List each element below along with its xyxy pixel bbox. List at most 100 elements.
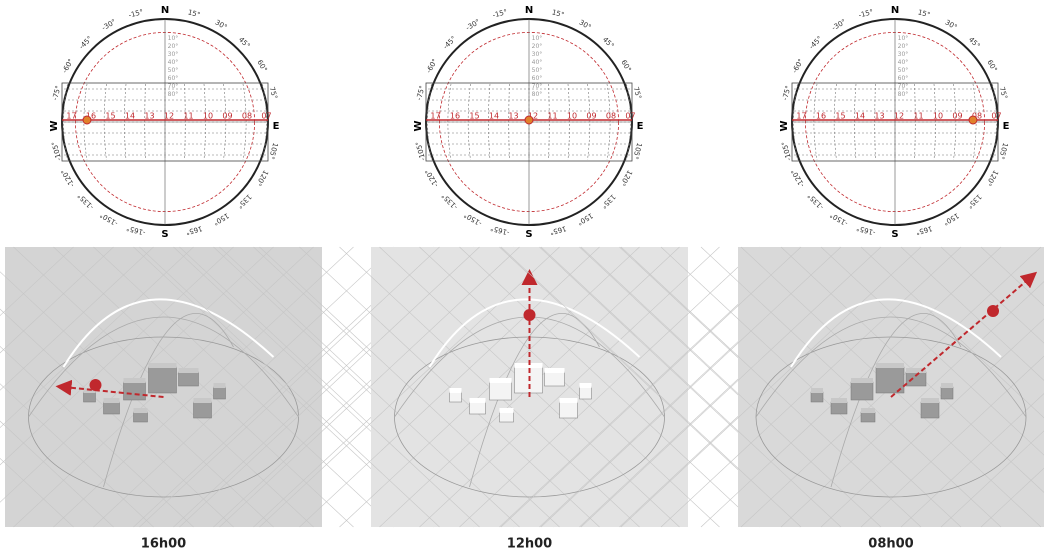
hour-label: 14 xyxy=(855,112,865,121)
altitude-label: 10° xyxy=(168,35,179,42)
building xyxy=(906,372,926,386)
building xyxy=(179,372,199,386)
hour-label: 14 xyxy=(125,112,135,121)
figure: 171615141312111009080710°20°30°40°50°60°… xyxy=(0,0,1044,554)
hour-label: 10 xyxy=(933,112,943,121)
compass-s: S xyxy=(891,229,898,240)
building xyxy=(921,402,939,418)
building xyxy=(194,402,212,418)
building-top xyxy=(450,388,462,393)
sun-dot xyxy=(987,305,999,317)
altitude-label: 10° xyxy=(532,35,543,42)
azimuth-label: 45° xyxy=(967,36,981,50)
hour-label: 17 xyxy=(430,112,440,121)
compass-s: S xyxy=(161,229,168,240)
hour-label: 17 xyxy=(796,112,806,121)
building xyxy=(490,382,512,400)
altitude-label: 20° xyxy=(898,43,909,50)
azimuth-label: 120° xyxy=(254,169,269,188)
hour-label: 14 xyxy=(489,112,499,121)
hour-label: 09 xyxy=(586,112,596,121)
azimuth-label: -105° xyxy=(780,141,793,162)
azimuth-label: 45° xyxy=(237,36,251,50)
sun-path-diagram: 171615141312111009080710°20°30°40°50°60°… xyxy=(779,5,1010,240)
hour-label: 12 xyxy=(164,112,174,121)
building xyxy=(560,402,578,418)
azimuth-label: -30° xyxy=(465,18,482,32)
building-top xyxy=(149,363,177,368)
altitude-label: 40° xyxy=(898,59,909,66)
hour-label: 10 xyxy=(567,112,577,121)
azimuth-label: -105° xyxy=(50,141,63,162)
hour-label: 09 xyxy=(222,112,232,121)
azimuth-label: 150° xyxy=(942,211,961,226)
compass-n: N xyxy=(525,5,533,16)
azimuth-label: 15° xyxy=(917,8,931,19)
altitude-label: 50° xyxy=(898,67,909,74)
azimuth-label: 45° xyxy=(601,36,615,50)
building-top xyxy=(214,383,226,388)
building xyxy=(470,402,486,414)
azimuth-label: -75° xyxy=(51,85,63,101)
sun-position xyxy=(83,116,91,124)
altitude-label: 50° xyxy=(532,67,543,74)
azimuth-label: 120° xyxy=(618,169,633,188)
hour-label: 15 xyxy=(835,112,845,121)
building xyxy=(580,387,592,399)
altitude-label: 80° xyxy=(532,91,543,98)
hour-label: 07 xyxy=(261,112,271,121)
altitude-label: 60° xyxy=(898,75,909,82)
sun-path-diagram: 171615141312111009080710°20°30°40°50°60°… xyxy=(413,5,644,240)
hour-label: 08 xyxy=(606,112,616,121)
building xyxy=(214,387,226,399)
azimuth-label: 60° xyxy=(985,59,998,74)
building xyxy=(831,402,847,414)
azimuth-label: 60° xyxy=(619,59,632,74)
altitude-label: 80° xyxy=(168,91,179,98)
azimuth-label: 165° xyxy=(915,224,933,236)
azimuth-label: 30° xyxy=(214,18,229,31)
building xyxy=(149,367,177,393)
altitude-label: 70° xyxy=(898,83,909,90)
azimuth-label: 120° xyxy=(984,169,999,188)
hour-label: 09 xyxy=(952,112,962,121)
compass-w: W xyxy=(413,120,424,131)
azimuth-label: 165° xyxy=(185,224,203,236)
azimuth-label: 75° xyxy=(632,86,643,100)
building-top xyxy=(941,383,953,388)
hour-label: 10 xyxy=(203,112,213,121)
building xyxy=(134,412,148,422)
hour-label: 15 xyxy=(105,112,115,121)
building xyxy=(941,387,953,399)
altitude-label: 20° xyxy=(532,43,543,50)
azimuth-label: 30° xyxy=(944,18,959,31)
azimuth-label: -105° xyxy=(414,141,427,162)
altitude-label: 40° xyxy=(168,59,179,66)
sun-dot xyxy=(90,379,102,391)
sun-position xyxy=(525,116,533,124)
azimuth-label: -30° xyxy=(101,18,118,32)
building xyxy=(84,392,96,402)
compass-w: W xyxy=(49,120,60,131)
caption: 12h00 xyxy=(507,537,552,552)
building-top xyxy=(104,398,120,403)
azimuth-label: 60° xyxy=(255,59,268,74)
azimuth-label: -60° xyxy=(61,58,75,75)
hour-label: 13 xyxy=(508,112,518,121)
azimuth-label: 30° xyxy=(578,18,593,31)
azimuth-label: -60° xyxy=(425,58,439,75)
altitude-label: 40° xyxy=(532,59,543,66)
azimuth-label: -165° xyxy=(490,224,511,237)
hour-label: 16 xyxy=(816,112,826,121)
azimuth-label: 75° xyxy=(268,86,279,100)
building-top xyxy=(811,388,823,393)
azimuth-label: 150° xyxy=(576,211,595,226)
building-top xyxy=(580,383,592,388)
hour-label: 11 xyxy=(547,112,557,121)
azimuth-label: 15° xyxy=(551,8,565,19)
altitude-label: 70° xyxy=(532,83,543,90)
hour-label: 17 xyxy=(66,112,76,121)
hour-label: 16 xyxy=(450,112,460,121)
building-top xyxy=(861,408,875,413)
